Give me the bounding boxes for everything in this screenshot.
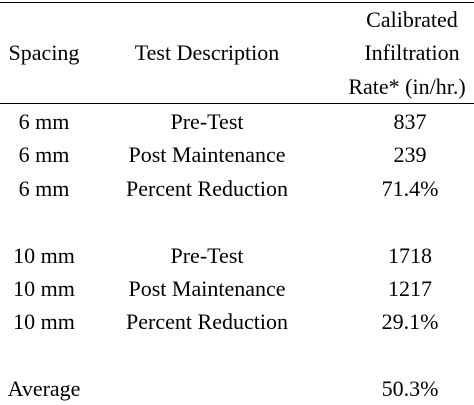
spacing-cell: 6 mm (18, 142, 70, 168)
header-cell: Rate* (in/hr.) (348, 74, 466, 99)
average-label: Average (7, 376, 81, 402)
header-rule (0, 103, 474, 104)
description-cell: Post Maintenance (128, 142, 286, 168)
rate-cell: 1217 (388, 276, 432, 301)
spacing-cell: 6 mm (18, 109, 70, 134)
top-rule (0, 2, 474, 3)
header-cell: Infiltration (364, 40, 460, 65)
rate-cell: 71.4% (381, 175, 439, 201)
rate-cell: 239 (393, 142, 427, 168)
spacing-cell: 10 mm (13, 242, 75, 268)
spacing-cell: 6 mm (18, 175, 70, 201)
description-cell: Percent Reduction (126, 309, 288, 335)
spacing-cell: 10 mm (13, 276, 75, 301)
rate-cell: 837 (393, 109, 427, 134)
description-cell: Pre-Test (170, 242, 244, 268)
header-cell: Calibrated (366, 7, 458, 32)
rate-cell: 29.1% (381, 309, 439, 335)
description-cell: Post Maintenance (128, 276, 286, 301)
average-value: 50.3% (381, 376, 439, 402)
header-cell: Test Description (134, 40, 280, 65)
description-cell: Pre-Test (170, 109, 244, 134)
rate-cell: 1718 (388, 242, 432, 268)
header-cell: Spacing (8, 40, 80, 65)
spacing-cell: 10 mm (13, 309, 75, 335)
description-cell: Percent Reduction (126, 175, 288, 201)
